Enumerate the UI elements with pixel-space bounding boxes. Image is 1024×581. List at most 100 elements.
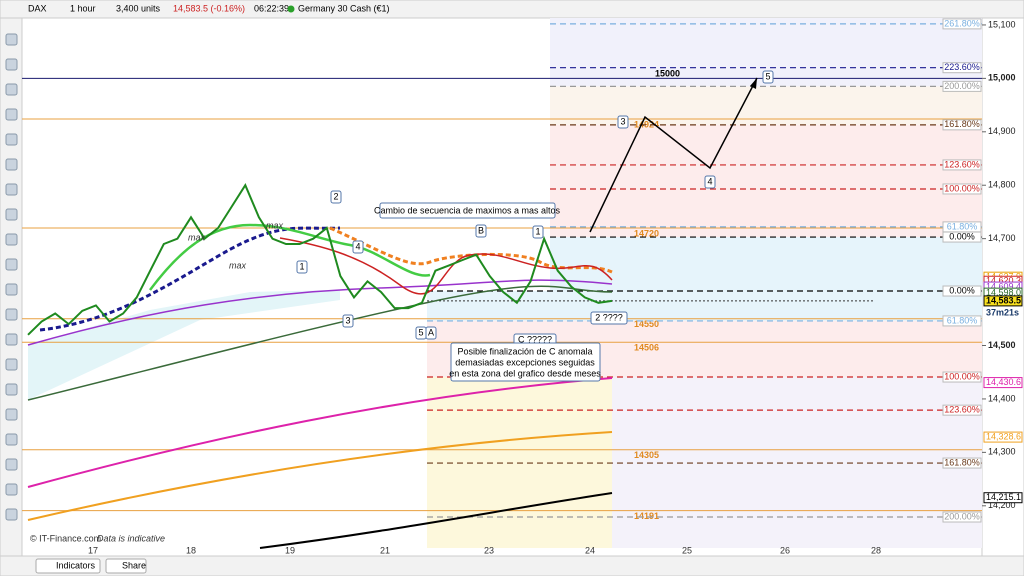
tool-icon[interactable] — [5, 458, 18, 471]
zone — [550, 124, 982, 238]
toolbar-item[interactable]: DAX — [28, 3, 47, 13]
moving-average — [27, 279, 613, 346]
bottom-toolbar — [0, 555, 1024, 577]
tool-icon[interactable] — [5, 433, 18, 446]
fib-label: 0.00% — [949, 285, 975, 295]
price-label: 14,598.0 — [986, 288, 1021, 298]
wave-box — [330, 190, 342, 204]
wave-label: 4 — [707, 176, 712, 186]
y-tick-label: 14,800 — [988, 180, 1016, 190]
zone — [28, 290, 340, 400]
x-tick-label: 24 — [585, 545, 595, 555]
y-tick-label: 14,300 — [988, 447, 1016, 457]
price-label: 14,609.4 — [986, 281, 1021, 291]
tool-icon[interactable] — [5, 383, 18, 396]
footer-note: Data is indicative — [97, 533, 165, 543]
wave-label: 4 — [355, 241, 360, 251]
tool-icon[interactable] — [5, 283, 18, 296]
tool-icon[interactable] — [5, 233, 18, 246]
tool-icon[interactable] — [5, 33, 18, 46]
tool-icon[interactable] — [5, 308, 18, 321]
fib-label: 123.60% — [944, 405, 980, 415]
annotation: Cambio de secuencia de maximos a mas alt… — [374, 205, 561, 215]
x-tick-label: 17 — [88, 545, 98, 555]
wave-label: C ????? — [518, 334, 552, 344]
y-tick-label: 14,200 — [988, 500, 1016, 510]
level-label: 14506 — [634, 343, 659, 353]
fib-label: 161.80% — [944, 457, 980, 467]
y-tick-label: 14,700 — [988, 233, 1016, 243]
tool-icon[interactable] — [5, 108, 18, 121]
fib-label: 61.80% — [947, 221, 978, 231]
indicators-text[interactable]: Indicators — [56, 560, 96, 570]
tool-icon[interactable] — [5, 183, 18, 196]
price-label: 14,328.6 — [986, 431, 1021, 441]
y-tick-label: 14,900 — [988, 126, 1016, 136]
level-label: 14924 — [634, 119, 659, 129]
wave-box — [342, 314, 354, 328]
moving-average — [27, 377, 613, 488]
copyright: © IT-Finance.com — [30, 533, 101, 543]
tool-icon[interactable] — [5, 158, 18, 171]
tool-icon[interactable] — [5, 408, 18, 421]
fib-label-box — [942, 371, 982, 383]
tool-icon[interactable] — [5, 208, 18, 221]
zone — [550, 237, 982, 292]
zone — [427, 291, 982, 321]
level-label: 14720 — [634, 228, 659, 238]
price-label: 14,583.5 — [986, 295, 1021, 305]
wave-box — [590, 311, 628, 325]
fib-label-box — [942, 404, 982, 416]
fib-label: 200.00% — [944, 81, 980, 91]
level-label: 15000 — [655, 69, 680, 79]
moving-average — [27, 431, 613, 521]
fib-label: 200.00% — [944, 511, 980, 521]
tool-icon[interactable] — [5, 133, 18, 146]
arrow-head — [750, 78, 757, 89]
wave-label: 3 — [345, 315, 350, 325]
wave-box — [425, 326, 437, 340]
tool-icon[interactable] — [5, 83, 18, 96]
tool-icon[interactable] — [5, 483, 18, 496]
x-tick-label: 25 — [682, 545, 692, 555]
fib-label: 161.80% — [944, 119, 980, 129]
tool-icon[interactable] — [5, 508, 18, 521]
wave-label: 1 — [535, 226, 540, 236]
indicators-button[interactable] — [35, 558, 101, 574]
fib-label-box — [942, 18, 982, 30]
tool-icon[interactable] — [5, 258, 18, 271]
countdown: 37m21s — [986, 307, 1019, 317]
level-label: 14305 — [634, 450, 659, 460]
fib-label: 100.00% — [944, 183, 980, 193]
share-text[interactable]: Share — [122, 560, 146, 570]
annotation-box — [450, 342, 601, 382]
annotation: demasiadas excepciones seguidas — [455, 357, 595, 367]
price-label: 14,620.3 — [986, 276, 1021, 286]
fib-label: 261.80% — [944, 18, 980, 28]
wave-label: 2 ???? — [595, 312, 623, 322]
fib-label: 223.60% — [944, 62, 980, 72]
max-label: max — [266, 220, 284, 230]
toolbar-item: Germany 30 Cash (€1) — [298, 3, 390, 13]
moving-average — [279, 237, 613, 295]
wave-label: 5 — [765, 71, 770, 81]
fib-label-box — [942, 511, 982, 523]
fib-label-box — [942, 159, 982, 171]
tool-icon[interactable] — [5, 358, 18, 371]
max-label: max — [229, 260, 247, 270]
x-tick-label: 21 — [380, 545, 390, 555]
toolbar-item[interactable]: 3,400 units — [116, 3, 161, 13]
share-button[interactable] — [105, 558, 147, 574]
toolbar-item: 06:22:39 — [254, 3, 289, 13]
fib-label-box — [942, 285, 982, 297]
toolbar-item[interactable]: 1 hour — [70, 3, 96, 13]
projection — [589, 77, 758, 233]
top-toolbar — [0, 0, 1024, 19]
tool-icon[interactable] — [5, 58, 18, 71]
annotation: Posible finalización de C anomala — [457, 346, 592, 356]
tool-icon[interactable] — [5, 333, 18, 346]
x-tick-label: 18 — [186, 545, 196, 555]
wave-label: 3 — [620, 116, 625, 126]
wave-label: 5 — [418, 327, 423, 337]
